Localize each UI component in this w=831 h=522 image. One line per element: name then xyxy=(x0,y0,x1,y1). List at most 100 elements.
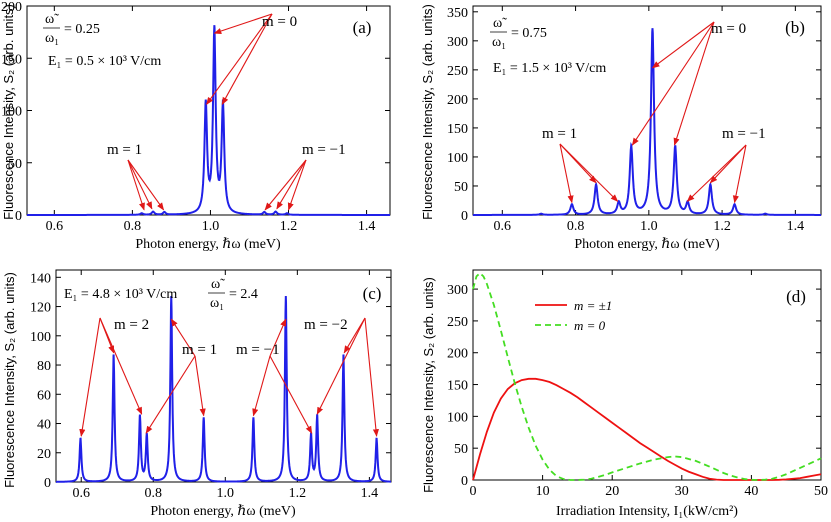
panel-c-xtick-label: 1.2 xyxy=(289,486,307,501)
panel-d-xtick-label: 40 xyxy=(744,484,758,499)
panel-c-xtick-label: 1.4 xyxy=(361,486,379,501)
panel-a-label-m-1: m = −1 xyxy=(302,142,346,158)
panel-c-ylabel: Fluorescence Intensity, S₂ (arb. units) xyxy=(2,272,17,488)
panel-d-ytick-label: 50 xyxy=(454,442,468,457)
panel-b-ytick-label: 250 xyxy=(447,64,468,79)
panel-b-arrows xyxy=(559,21,747,204)
panel-c-arrow xyxy=(269,355,313,434)
panel-a-field: E₁ = 0.5 × 10³ V/cm xyxy=(48,54,161,69)
panel-b-xtick-label: 1.2 xyxy=(713,219,731,234)
panel-a-xlabel: Photon energy, ℏω (meV) xyxy=(135,237,281,252)
panel-c-ytick-label: 0 xyxy=(44,476,51,491)
panel-c-arrow xyxy=(99,317,143,415)
panel-b-arrow xyxy=(559,143,619,202)
panel-b-arrow xyxy=(559,143,574,204)
panel-c-arrow xyxy=(252,355,271,417)
panel-d-xlabel: Irradiation Intensity, I₁(kW/cm²) xyxy=(556,504,738,519)
panel-a-arrow xyxy=(213,13,273,34)
panel-c-spectrum-line xyxy=(56,295,392,483)
panel-a-ratio-num: ω̃ xyxy=(45,12,59,27)
panel-c-ytick-label: 140 xyxy=(30,271,51,286)
panel-b-ytick-label: 200 xyxy=(447,93,468,108)
panel-b-label: (b) xyxy=(785,18,805,37)
panel-a-label-m1: m = 1 xyxy=(107,142,142,158)
panel-a: 0.6 0.8 1.0 1.2 1.4 0 50 100 150 200 Photon ener… xyxy=(1,0,391,252)
panel-c-y-ticks: 0 20 40 60 80 100 120 140 xyxy=(30,271,391,491)
panel-d-series-m-0 xyxy=(472,271,822,481)
panel-c-ytick-label: 60 xyxy=(37,388,51,403)
panel-c-arrow xyxy=(269,318,287,357)
panel-a-xtick-label: 1.2 xyxy=(280,219,298,234)
panel-b-xtick-label: 1.4 xyxy=(787,219,805,234)
panel-a-y-ticks: 0 50 100 150 200 xyxy=(1,0,390,224)
panel-b: 0.6 0.8 1.0 1.2 1.4 0 50 100 150 200 250 300 350 Ph… xyxy=(420,4,822,252)
panel-b-ylabel: Fluorescence Intensity, S₂ (arb. units) xyxy=(420,4,435,220)
panel-d-x-ticks: 0 10 20 30 40 50 xyxy=(470,270,828,499)
panel-a-ytick-label: 150 xyxy=(1,52,22,67)
panel-b-label-m0: m = 0 xyxy=(711,21,746,37)
panel-d-xtick-label: 20 xyxy=(605,484,619,499)
panel-b-arrow xyxy=(631,21,715,146)
panel-b-frame xyxy=(472,5,822,216)
panel-a-ytick-label: 0 xyxy=(15,209,22,224)
panel-c-ytick-label: 120 xyxy=(30,301,51,316)
panel-b-spectrum-line xyxy=(473,28,821,216)
panel-d-ytick-label: 0 xyxy=(461,474,468,489)
panel-b-label-m-1: m = −1 xyxy=(722,126,766,142)
panel-d-ylabel: Fluorescence Intensity, S₂ (arb. units) xyxy=(421,277,436,493)
panel-c-ratio-den: ω₁ xyxy=(210,296,224,311)
panel-a-arrow xyxy=(206,13,273,105)
panel-c-xtick-label: 0.6 xyxy=(72,486,90,501)
panel-b-ratio-value: = 0.75 xyxy=(511,26,547,41)
panel-a-label-m0: m = 0 xyxy=(262,14,297,30)
panel-d-xtick-label: 50 xyxy=(814,484,828,499)
panel-a-frame xyxy=(26,5,391,216)
panel-a-xtick-label: 1.0 xyxy=(202,219,220,234)
panel-a-xtick-label: 1.4 xyxy=(358,219,376,234)
panel-a-arrow xyxy=(287,159,307,211)
panel-c-arrows xyxy=(79,317,379,437)
panel-b-y-ticks: 0 50 100 150 200 250 300 350 xyxy=(447,6,821,224)
panel-c-label-m-2: m = −2 xyxy=(304,317,348,333)
panel-a-arrow xyxy=(127,159,153,210)
panel-a-arrow xyxy=(221,13,273,105)
panel-a-arrow xyxy=(127,159,165,211)
panel-d-label: (d) xyxy=(786,287,806,306)
panel-a-xtick-label: 0.8 xyxy=(124,219,142,234)
panel-c-arrow xyxy=(194,355,206,417)
panel-a-arrow xyxy=(127,159,145,211)
panel-c-label: (c) xyxy=(363,284,382,303)
panel-a-ytick-label: 50 xyxy=(8,157,22,172)
panel-c-ytick-label: 100 xyxy=(30,330,51,345)
panel-d-frame xyxy=(472,269,822,481)
panel-b-xtick-label: 0.8 xyxy=(567,219,585,234)
panel-d-xtick-label: 10 xyxy=(536,484,550,499)
panel-c-xlabel: Photon energy, ℏω (meV) xyxy=(150,504,296,519)
panel-c-label-m2: m = 2 xyxy=(114,317,149,333)
panel-d-legend-m-0: m = 0 xyxy=(574,318,606,333)
panel-b-xlabel: Photon energy, ℏω (meV) xyxy=(574,237,720,252)
panel-c-field: E₁ = 4.8 × 10³ V/cm xyxy=(64,287,177,302)
panel-c-xtick-label: 0.8 xyxy=(145,486,163,501)
panel-c-label-m-1: m = −1 xyxy=(236,342,280,358)
panel-c-arrow xyxy=(343,317,366,354)
panel-b-ytick-label: 350 xyxy=(447,6,468,21)
panel-c-ytick-label: 20 xyxy=(37,447,51,462)
panel-c-ytick-label: 80 xyxy=(37,359,51,374)
panel-a-ratio-den: ω₁ xyxy=(45,31,59,46)
panel-b-xtick-label: 1.0 xyxy=(640,219,658,234)
panel-c-arrow xyxy=(316,317,366,415)
panel-d-ytick-label: 150 xyxy=(447,379,468,394)
panel-a-arrow xyxy=(276,159,307,210)
panel-b-arrow xyxy=(732,144,747,204)
panel-a-xtick-label: 0.6 xyxy=(46,219,64,234)
panel-a-ylabel: Fluorescence Intensity, S₂ (arb. units) xyxy=(1,4,16,220)
panel-a-ytick-label: 200 xyxy=(1,0,22,15)
panel-d-ytick-label: 200 xyxy=(447,347,468,362)
panel-d-xtick-label: 0 xyxy=(470,484,477,499)
panel-c-xtick-label: 1.0 xyxy=(217,486,235,501)
panel-d-legend-m-pm1: m = ±1 xyxy=(574,298,612,313)
panel-b-arrow xyxy=(686,144,747,202)
panel-b-ytick-label: 150 xyxy=(447,122,468,137)
panel-a-ratio-value: = 0.25 xyxy=(64,22,100,37)
